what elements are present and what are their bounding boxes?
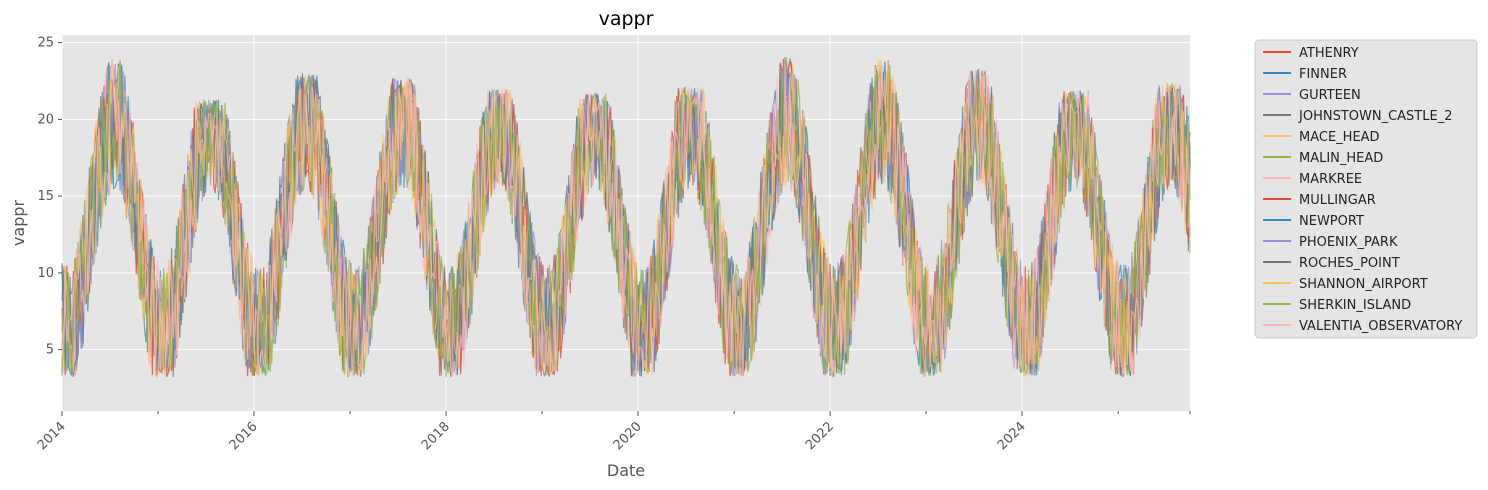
legend-label: ROCHES_POINT bbox=[1299, 256, 1400, 271]
legend-label: NEWPORT bbox=[1299, 214, 1364, 229]
x-tick-label: 2020 bbox=[611, 419, 645, 453]
series-line-sherkin-island bbox=[61, 60, 1191, 377]
legend-label: MALIN_HEAD bbox=[1299, 151, 1383, 166]
y-axis-label: vappr bbox=[9, 200, 28, 247]
y-tick-label: 10 bbox=[37, 266, 54, 281]
x-tick-label: 2018 bbox=[419, 419, 453, 453]
legend-label: MARKREE bbox=[1299, 172, 1362, 187]
y-tick-label: 5 bbox=[46, 343, 54, 358]
legend-label: VALENTIA_OBSERVATORY bbox=[1299, 319, 1462, 334]
x-tick-label: 2024 bbox=[995, 419, 1029, 453]
legend-label: FINNER bbox=[1299, 67, 1347, 82]
y-tick-label: 20 bbox=[37, 112, 54, 127]
y-tick-label: 15 bbox=[37, 189, 54, 204]
legend-label: PHOENIX_PARK bbox=[1299, 235, 1398, 250]
legend-label: MULLINGAR bbox=[1299, 193, 1376, 208]
legend: ATHENRY FINNER GURTEEN JOHNSTOWN_CASTLE_2 MA… bbox=[1254, 39, 1478, 339]
legend-label: JOHNSTOWN_CASTLE_2 bbox=[1298, 109, 1452, 124]
legend-label: SHERKIN_ISLAND bbox=[1299, 298, 1411, 313]
x-axis: 2014 2016 2018 2020 2022 2024 bbox=[35, 411, 1191, 453]
legend-label: ATHENRY bbox=[1299, 46, 1359, 61]
series-layer bbox=[61, 57, 1191, 379]
y-tick-label: 25 bbox=[37, 36, 54, 51]
x-tick-label: 2016 bbox=[227, 419, 261, 453]
legend-label: MACE_HEAD bbox=[1299, 130, 1380, 145]
x-tick-label: 2022 bbox=[803, 419, 837, 453]
legend-label: SHANNON_AIRPORT bbox=[1299, 277, 1428, 292]
x-axis-label: Date bbox=[607, 461, 645, 480]
x-tick-label: 2014 bbox=[35, 419, 69, 453]
legend-label: GURTEEN bbox=[1299, 88, 1361, 103]
chart-title: vappr bbox=[599, 8, 654, 30]
legend-box bbox=[1254, 39, 1478, 339]
series-line-valentia-observatory bbox=[61, 58, 1191, 377]
y-axis: 5 10 15 20 25 bbox=[37, 36, 62, 358]
